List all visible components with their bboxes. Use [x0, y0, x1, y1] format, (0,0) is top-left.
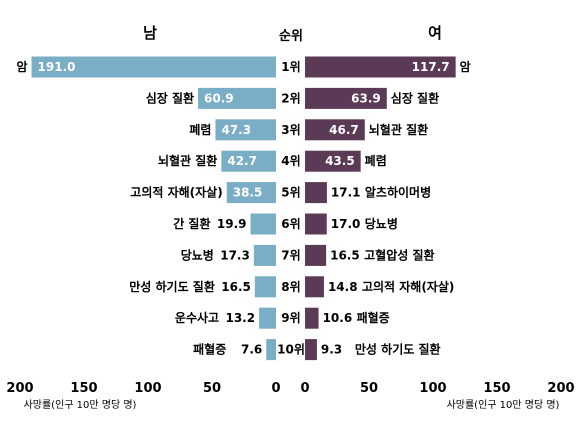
female-bar — [305, 213, 327, 235]
rank-label: 4위 — [281, 154, 300, 168]
bars-group: 1위 191.0 암 117.7 암 2위 60.9 심장 질환 63.9 심장 질환 3위 47.3… — [16, 56, 471, 361]
male-value-label: 16.5 — [221, 280, 251, 294]
x-tick-label-left: 100 — [134, 381, 161, 396]
rank-label: 10위 — [277, 343, 305, 357]
axes-group: 200 150 100 50 0 0 50 100 150 200 — [6, 381, 574, 396]
female-value-label: 9.3 — [321, 343, 342, 357]
x-tick-label-right: 50 — [360, 381, 378, 396]
x-tick-label-left: 0 — [271, 381, 280, 396]
x-tick-label-right: 100 — [419, 381, 446, 396]
female-value-label: 63.9 — [351, 91, 381, 105]
female-bar — [305, 339, 317, 361]
rank-label: 8위 — [281, 280, 300, 294]
female-bar — [305, 56, 456, 78]
male-cause-label: 고의적 자해(자살) — [130, 185, 222, 200]
male-value-label: 42.7 — [227, 154, 257, 168]
male-value-label: 13.2 — [225, 311, 255, 325]
male-value-label: 19.9 — [217, 217, 247, 231]
female-value-label: 117.7 — [412, 60, 450, 74]
male-value-label: 17.3 — [220, 248, 250, 262]
female-bar — [305, 150, 361, 172]
male-bar — [253, 244, 276, 266]
female-value-label: 43.5 — [325, 154, 355, 168]
rank-label: 7위 — [281, 248, 300, 262]
male-bar — [226, 182, 276, 204]
male-bar — [259, 307, 276, 329]
x-tick-label-left: 150 — [70, 381, 97, 396]
male-cause-label: 뇌혈관 질환 — [158, 153, 217, 168]
male-value-label: 38.5 — [233, 186, 263, 200]
rank-label: 6위 — [281, 217, 300, 231]
female-cause-label: 만성 하기도 질환 — [355, 342, 441, 357]
male-cause-label: 폐렴 — [189, 122, 211, 137]
female-bar — [305, 244, 327, 266]
female-cause-label: 암 — [460, 60, 471, 74]
male-cause-label: 심장 질환 — [146, 90, 194, 105]
male-value-label: 60.9 — [204, 91, 234, 105]
female-header: 여 — [428, 24, 442, 42]
female-value-label: 17.0 — [331, 217, 361, 231]
female-cause-label: 알츠하이머병 — [365, 185, 431, 200]
rank-label: 9위 — [281, 311, 300, 325]
male-cause-label: 암 — [16, 60, 27, 74]
male-bar — [198, 87, 276, 109]
female-value-label: 10.6 — [323, 311, 353, 325]
male-bar — [250, 213, 276, 235]
male-cause-label: 만성 하기도 질환 — [129, 279, 215, 294]
female-cause-label: 고혈압성 질환 — [364, 247, 434, 262]
x-tick-label-right: 200 — [547, 381, 574, 396]
male-bar — [221, 150, 276, 172]
x-axis-label-left: 사망률(인구 10만 명당 명) — [24, 399, 137, 411]
x-tick-label-right: 150 — [483, 381, 510, 396]
female-cause-label: 폐렴 — [365, 153, 387, 168]
male-header: 남 — [143, 24, 157, 42]
female-bar — [305, 307, 319, 329]
x-axis-label-right: 사망률(인구 10만 명당 명) — [447, 399, 560, 411]
male-value-label: 47.3 — [221, 123, 251, 137]
male-bar — [254, 276, 276, 298]
male-bar — [266, 339, 276, 361]
female-cause-label: 당뇨병 — [365, 216, 398, 231]
male-cause-label: 패혈증 — [193, 342, 226, 357]
female-cause-label: 뇌혈관 질환 — [369, 122, 428, 137]
female-cause-label: 고의적 자해(자살) — [362, 279, 454, 294]
male-cause-label: 운수사고 — [175, 310, 219, 325]
female-cause-label: 패혈증 — [357, 310, 390, 325]
male-bar — [31, 56, 276, 78]
male-value-label: 7.6 — [241, 343, 262, 357]
x-tick-label-left: 200 — [6, 381, 33, 396]
female-bar — [305, 119, 365, 141]
x-tick-label-left: 50 — [203, 381, 221, 396]
female-bar — [305, 87, 387, 109]
rank-label: 2위 — [281, 91, 300, 105]
male-cause-label: 당뇨병 — [181, 247, 214, 262]
x-tick-label-right: 0 — [300, 381, 309, 396]
male-bar — [215, 119, 276, 141]
female-value-label: 14.8 — [328, 280, 358, 294]
female-value-label: 46.7 — [329, 123, 359, 137]
female-bar — [305, 276, 324, 298]
female-bar — [305, 182, 327, 204]
male-cause-label: 간 질환 — [173, 216, 210, 231]
female-value-label: 16.5 — [330, 248, 360, 262]
female-value-label: 17.1 — [331, 186, 361, 200]
rank-label: 5위 — [281, 186, 300, 200]
rank-header: 순위 — [279, 29, 303, 44]
rank-label: 3위 — [281, 123, 300, 137]
rank-label: 1위 — [281, 60, 300, 74]
male-value-label: 191.0 — [38, 60, 76, 74]
female-cause-label: 심장 질환 — [391, 90, 439, 105]
